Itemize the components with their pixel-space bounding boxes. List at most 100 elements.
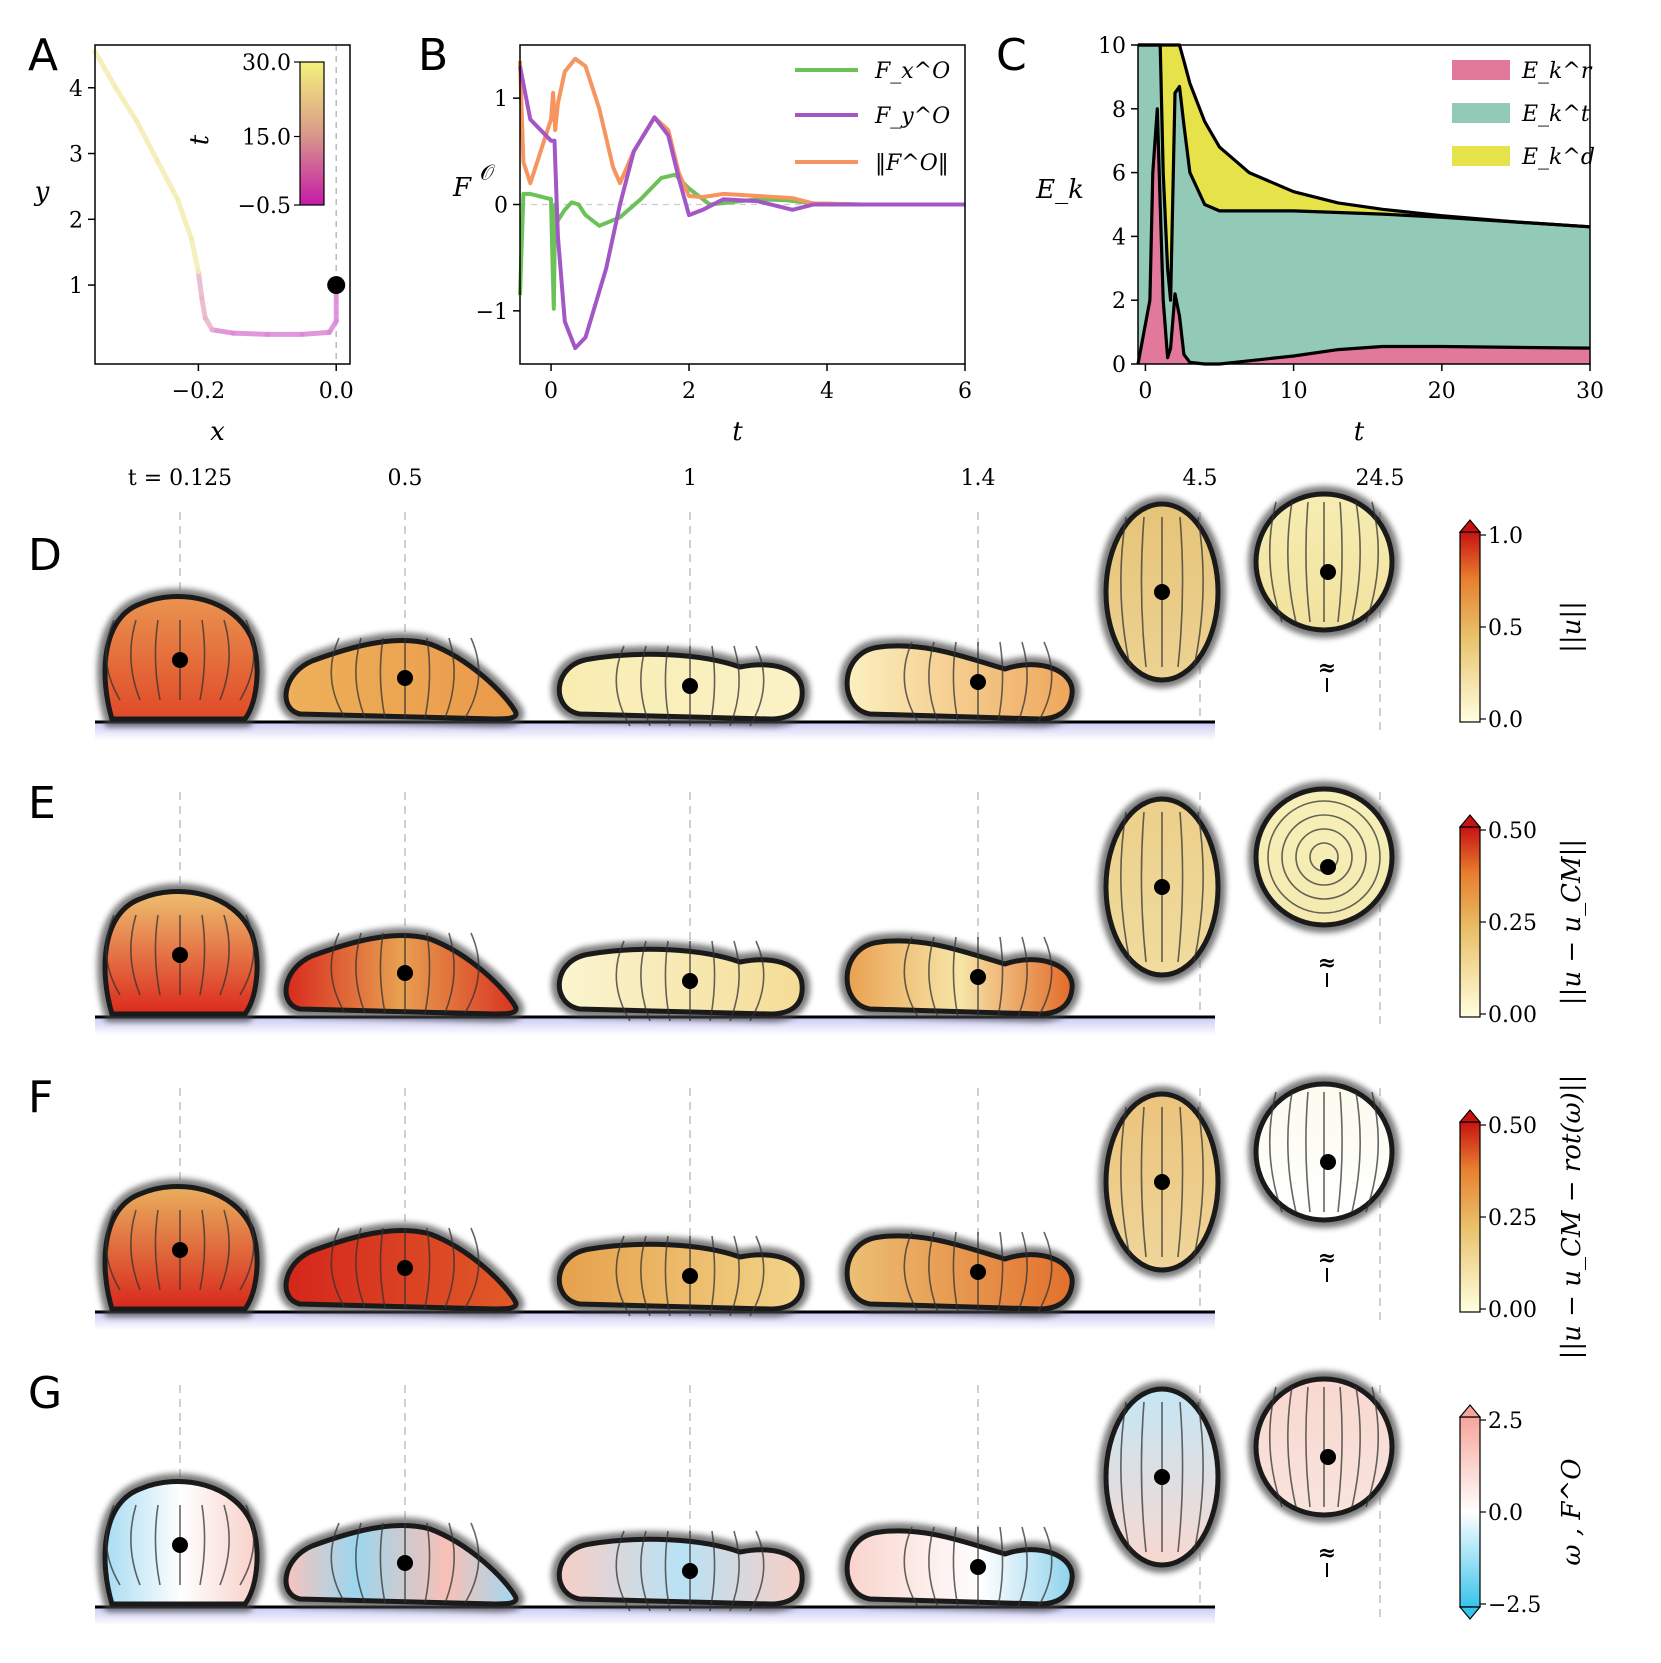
streamline bbox=[952, 1526, 959, 1608]
streamline bbox=[1365, 501, 1380, 623]
streamline bbox=[1351, 501, 1361, 623]
streamline bbox=[379, 637, 386, 719]
center-of-mass-dot bbox=[682, 678, 698, 694]
streamline bbox=[464, 637, 480, 719]
streamline bbox=[239, 1504, 255, 1586]
c-axes-frame bbox=[1137, 44, 1591, 365]
streamline bbox=[444, 932, 455, 1014]
a-ytick-label: 1 bbox=[69, 274, 83, 299]
streamline bbox=[444, 1522, 455, 1604]
a-ytick-label: 3 bbox=[69, 143, 83, 168]
streamline bbox=[219, 1209, 230, 1291]
b-ytick-label: 1 bbox=[494, 87, 508, 112]
a-ylabel: y bbox=[34, 177, 50, 207]
streamline bbox=[130, 619, 141, 701]
streamline bbox=[330, 932, 346, 1014]
row-colorbar-tick-label: 2.5 bbox=[1488, 1409, 1523, 1434]
streamline bbox=[903, 641, 919, 723]
streamline bbox=[928, 1231, 939, 1313]
c-ytick-label: 0 bbox=[1112, 353, 1126, 378]
streamline bbox=[1193, 516, 1204, 668]
droplet-shape bbox=[844, 643, 1075, 722]
row-colorbar-tick-label: 0.0 bbox=[1488, 708, 1523, 733]
row-colorbar bbox=[1459, 826, 1481, 1018]
streamline bbox=[219, 914, 230, 996]
row-colorbar-label: ||u − u_CM − rot(ω)|| bbox=[1557, 1075, 1587, 1360]
streamline bbox=[219, 1504, 230, 1586]
a-trajectory-segment bbox=[199, 295, 208, 321]
a-xtick-label: 0.0 bbox=[319, 379, 354, 404]
streamline bbox=[105, 1504, 121, 1586]
b-series-line bbox=[518, 172, 965, 311]
c-ytick-label: 10 bbox=[1098, 34, 1126, 59]
approx-symbol: ≈ bbox=[1318, 950, 1336, 976]
streamline bbox=[749, 1235, 765, 1317]
c-ylabel: E_k bbox=[1035, 175, 1084, 205]
center-of-mass-dot bbox=[1154, 1469, 1170, 1485]
center-of-mass-dot bbox=[1320, 1154, 1336, 1170]
streamline bbox=[199, 1504, 206, 1586]
b-legend-label: F_x^O bbox=[874, 59, 950, 84]
streamline bbox=[105, 1209, 121, 1291]
chart-c: 0 10 20 30 0 2 4 6 8 10 t E_k E_k^r E_k^t E_k^d bbox=[1035, 34, 1604, 447]
streamline bbox=[464, 1227, 480, 1309]
panel-label-g: G bbox=[28, 1368, 62, 1419]
a-axes-frame bbox=[94, 44, 351, 365]
droplet-shape bbox=[556, 946, 805, 1017]
streamline bbox=[239, 1209, 255, 1291]
c-legend-label: E_k^r bbox=[1521, 59, 1593, 84]
streamline bbox=[1337, 501, 1343, 623]
a-xlabel: x bbox=[210, 417, 225, 447]
center-of-mass-dot bbox=[397, 1260, 413, 1276]
streamline bbox=[1365, 1091, 1380, 1213]
c-xtick-label: 30 bbox=[1576, 379, 1604, 404]
streamline bbox=[1120, 1106, 1131, 1258]
streamline bbox=[154, 914, 161, 996]
center-of-mass-dot bbox=[1320, 859, 1336, 875]
streamline bbox=[239, 619, 255, 701]
streamline bbox=[379, 1227, 386, 1309]
c-legend-swatch bbox=[1452, 146, 1510, 166]
streamline bbox=[664, 940, 671, 1022]
chart-a: −0.2 0.0 1 2 3 4 x y 30.0 15.0 −0.5 t bbox=[34, 44, 354, 447]
streamline bbox=[1177, 811, 1184, 963]
row-colorbar-tick-label: 0.25 bbox=[1488, 1206, 1537, 1231]
streamline bbox=[330, 1227, 346, 1309]
streamline bbox=[444, 637, 455, 719]
streamline bbox=[239, 914, 255, 996]
streamline bbox=[1193, 811, 1204, 963]
row-colorbar-tick-label: 0.25 bbox=[1488, 911, 1537, 936]
approx-symbol: ≈ bbox=[1318, 1245, 1336, 1271]
wall-shade bbox=[95, 1607, 1215, 1625]
streamline bbox=[1140, 516, 1147, 668]
row-colorbar bbox=[1459, 1121, 1481, 1313]
b-xlabel: t bbox=[732, 417, 743, 447]
center-of-mass-dot bbox=[172, 1537, 188, 1553]
streamline bbox=[355, 1227, 366, 1309]
streamline bbox=[1305, 1091, 1311, 1213]
streamline bbox=[1351, 1386, 1361, 1508]
droplet-shape bbox=[844, 938, 1075, 1017]
streamline bbox=[952, 641, 959, 723]
row-colorbar-extend bbox=[1458, 814, 1482, 828]
streamline bbox=[1287, 1091, 1297, 1213]
streamline bbox=[199, 619, 206, 701]
streamline bbox=[1305, 1386, 1311, 1508]
row-colorbar-tick-label: 1.0 bbox=[1488, 524, 1523, 549]
center-of-mass-dot bbox=[172, 1242, 188, 1258]
a-trajectory-segment bbox=[175, 197, 194, 242]
row-d: ≈1.0 0.5 0.0 ||u|| bbox=[95, 486, 1587, 740]
streamline bbox=[355, 932, 366, 1014]
streamline bbox=[952, 936, 959, 1018]
streamline bbox=[330, 1522, 346, 1604]
a-trajectory-segment bbox=[154, 157, 181, 203]
streamline bbox=[424, 932, 431, 1014]
row-colorbar-tick-label: −2.5 bbox=[1488, 1593, 1541, 1618]
a-xtick-label: −0.2 bbox=[172, 379, 225, 404]
streamline bbox=[424, 1522, 431, 1604]
center-of-mass-dot bbox=[1154, 584, 1170, 600]
streamline bbox=[997, 936, 1004, 1018]
streamline bbox=[615, 940, 631, 1022]
streamline bbox=[1140, 1401, 1147, 1553]
